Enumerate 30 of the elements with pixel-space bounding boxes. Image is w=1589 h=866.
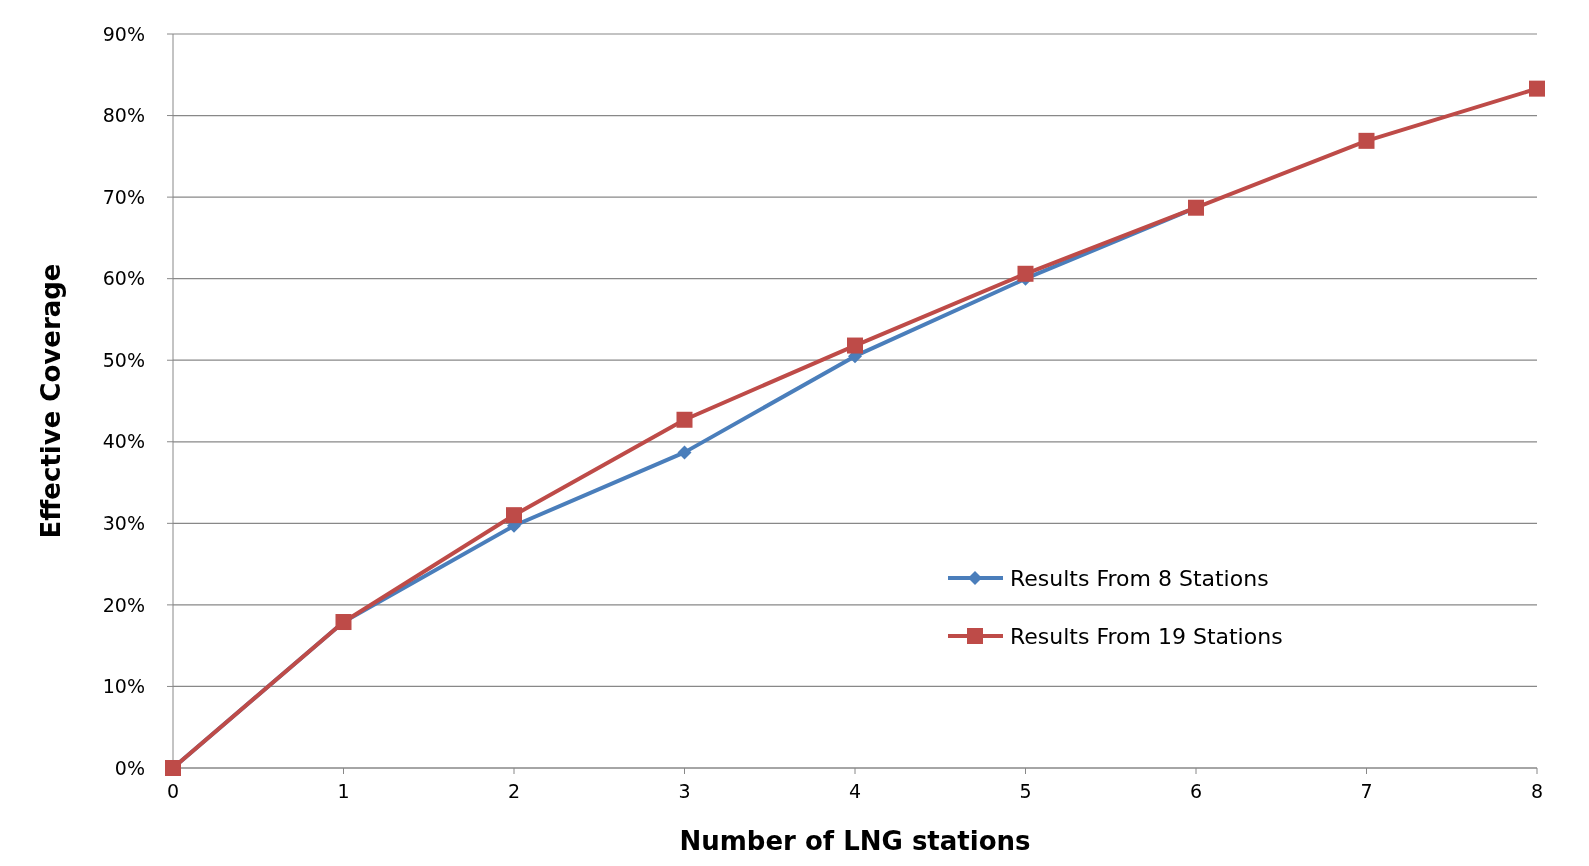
- point: [1529, 80, 1545, 97]
- y-tick-label: 60%: [102, 267, 145, 290]
- x-tick-label: 8: [1530, 780, 1544, 802]
- x-tick-label: 7: [1360, 780, 1373, 802]
- y-tick-label: 70%: [102, 185, 145, 208]
- point: [676, 411, 693, 428]
- y-tick-label: 40%: [102, 430, 145, 453]
- y-tick-label: 80%: [102, 104, 145, 127]
- y-axis-title: Effective Coverage: [36, 263, 66, 539]
- y-tick-label: 30%: [102, 511, 145, 534]
- x-tick-label: 1: [337, 780, 350, 802]
- legend-label: Results From 8 Stations: [1010, 565, 1269, 591]
- x-tick-label: 2: [507, 780, 521, 802]
- point: [1358, 132, 1375, 149]
- x-tick-label: 4: [848, 780, 862, 802]
- point: [1017, 265, 1034, 282]
- y-tick-label: 20%: [102, 593, 145, 616]
- x-tick-label: 6: [1189, 780, 1203, 802]
- y-tick-label: 0%: [114, 756, 145, 779]
- y-tick-label: 50%: [102, 348, 145, 371]
- legend-label: Results From 19 Stations: [1010, 623, 1283, 649]
- x-axis-title: Number of LNG stations: [679, 826, 1031, 856]
- x-tick-label: 3: [678, 780, 691, 802]
- point: [847, 337, 863, 354]
- x-tick-label: 5: [1019, 780, 1032, 802]
- x-tick-label: 0: [166, 780, 180, 802]
- point: [677, 445, 692, 460]
- y-tick-label: 10%: [102, 675, 145, 698]
- point: [506, 507, 522, 524]
- y-tick-label: 90%: [102, 22, 145, 45]
